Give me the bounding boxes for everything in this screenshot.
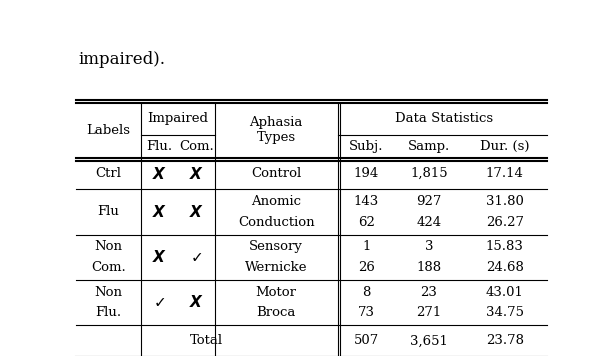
Text: Com.: Com. bbox=[91, 261, 126, 274]
Text: 507: 507 bbox=[354, 334, 379, 347]
Text: Broca: Broca bbox=[257, 307, 296, 319]
Text: Flu.: Flu. bbox=[95, 307, 122, 319]
Text: 31.80: 31.80 bbox=[486, 195, 523, 208]
Text: 1: 1 bbox=[362, 240, 371, 253]
Text: 143: 143 bbox=[354, 195, 379, 208]
Text: Samp.: Samp. bbox=[408, 140, 450, 153]
Text: Sensory: Sensory bbox=[249, 240, 303, 253]
Text: $\checkmark$: $\checkmark$ bbox=[153, 295, 165, 309]
Text: Total: Total bbox=[190, 334, 223, 347]
Text: 424: 424 bbox=[416, 216, 441, 229]
Text: 34.75: 34.75 bbox=[486, 307, 524, 319]
Text: 24.68: 24.68 bbox=[486, 261, 523, 274]
Text: Flu.: Flu. bbox=[146, 140, 172, 153]
Text: Anomic: Anomic bbox=[251, 195, 301, 208]
Text: $\checkmark$: $\checkmark$ bbox=[190, 250, 202, 264]
Text: 188: 188 bbox=[416, 261, 441, 274]
Text: Motor: Motor bbox=[256, 286, 297, 299]
Text: Non: Non bbox=[94, 286, 123, 299]
Text: Flu: Flu bbox=[97, 205, 119, 219]
Text: 26: 26 bbox=[358, 261, 375, 274]
Text: impaired).: impaired). bbox=[78, 51, 165, 68]
Text: Ctrl: Ctrl bbox=[95, 167, 122, 180]
Text: 194: 194 bbox=[354, 167, 379, 180]
Text: $\bfit{X}$: $\bfit{X}$ bbox=[188, 294, 204, 310]
Text: Aphasia
Types: Aphasia Types bbox=[249, 116, 303, 145]
Text: 3,651: 3,651 bbox=[410, 334, 448, 347]
Text: 23.78: 23.78 bbox=[486, 334, 524, 347]
Text: 3: 3 bbox=[424, 240, 433, 253]
Text: 23: 23 bbox=[421, 286, 437, 299]
Text: $\bfit{X}$: $\bfit{X}$ bbox=[151, 249, 167, 265]
Text: Data Statistics: Data Statistics bbox=[395, 112, 493, 125]
Text: 927: 927 bbox=[416, 195, 441, 208]
Text: Impaired: Impaired bbox=[148, 112, 209, 125]
Text: Dur. (s): Dur. (s) bbox=[480, 140, 530, 153]
Text: $\bfit{X}$: $\bfit{X}$ bbox=[188, 204, 204, 220]
Text: $\bfit{X}$: $\bfit{X}$ bbox=[188, 166, 204, 182]
Text: $\bfit{X}$: $\bfit{X}$ bbox=[151, 204, 167, 220]
Text: 62: 62 bbox=[358, 216, 375, 229]
Text: 8: 8 bbox=[362, 286, 371, 299]
Text: 15.83: 15.83 bbox=[486, 240, 523, 253]
Text: $\bfit{X}$: $\bfit{X}$ bbox=[151, 166, 167, 182]
Text: Non: Non bbox=[94, 240, 123, 253]
Text: 43.01: 43.01 bbox=[486, 286, 523, 299]
Text: Wernicke: Wernicke bbox=[245, 261, 308, 274]
Text: Subj.: Subj. bbox=[349, 140, 384, 153]
Text: 17.14: 17.14 bbox=[486, 167, 523, 180]
Text: Conduction: Conduction bbox=[238, 216, 314, 229]
Text: 1,815: 1,815 bbox=[410, 167, 447, 180]
Text: Labels: Labels bbox=[86, 124, 131, 137]
Text: Control: Control bbox=[251, 167, 302, 180]
Text: 73: 73 bbox=[358, 307, 375, 319]
Text: 271: 271 bbox=[416, 307, 441, 319]
Text: 26.27: 26.27 bbox=[486, 216, 524, 229]
Text: Com.: Com. bbox=[179, 140, 213, 153]
